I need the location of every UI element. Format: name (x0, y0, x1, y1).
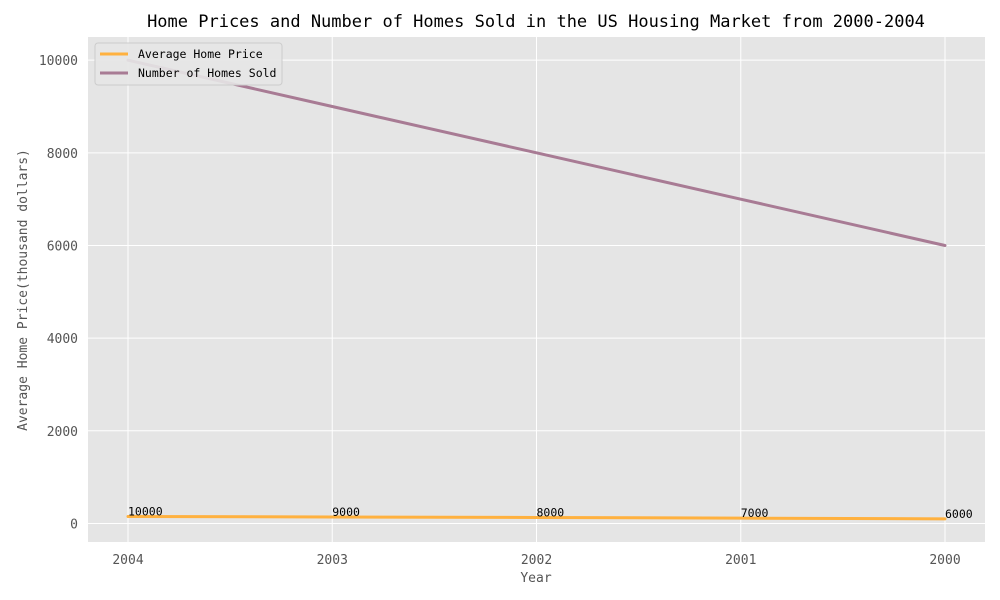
legend: Average Home Price Number of Homes Sold (94, 42, 283, 86)
data-label: 8000 (537, 505, 565, 519)
x-axis-label: Year (520, 571, 551, 586)
x-tick-label: 2000 (929, 553, 960, 568)
series-line-1 (126, 515, 947, 521)
data-labels: 10000 9000 8000 7000 6000 (128, 505, 973, 521)
series-line-2 (126, 58, 947, 247)
chart-title: Home Prices and Number of Homes Sold in … (147, 12, 925, 32)
y-tick-label: 0 (70, 517, 78, 532)
legend-label: Number of Homes Sold (138, 66, 276, 80)
x-tick-label: 2002 (521, 553, 552, 568)
legend-label: Average Home Price (138, 47, 263, 61)
x-tick-label: 2003 (317, 553, 348, 568)
y-tick-label: 2000 (47, 425, 78, 440)
y-tick-label: 10000 (39, 54, 78, 69)
x-tick-label: 2001 (725, 553, 756, 568)
y-tick-label: 6000 (47, 239, 78, 254)
data-label: 10000 (128, 505, 163, 519)
series-layer (126, 58, 947, 521)
y-axis-label: Average Home Price(thousand dollars) (16, 149, 31, 431)
grid (88, 37, 985, 542)
x-tick-label: 2004 (112, 553, 143, 568)
y-tick-label: 8000 (47, 147, 78, 162)
data-label: 9000 (332, 505, 360, 519)
y-tick-label: 4000 (47, 332, 78, 347)
legend-box (94, 42, 283, 86)
data-label: 7000 (741, 506, 769, 520)
data-label: 6000 (945, 507, 973, 521)
ticks: 0 2000 4000 6000 8000 10000 2004 2003 2002 2001 20… (39, 54, 961, 568)
